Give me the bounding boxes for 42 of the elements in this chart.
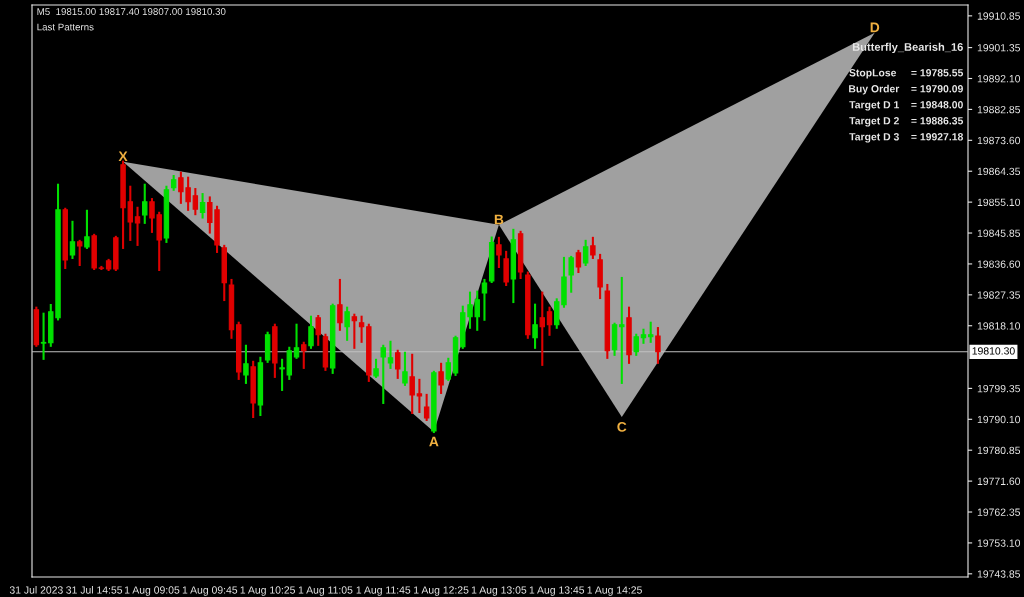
x-tick-label: 1 Aug 11:45	[356, 586, 411, 596]
data-label: C	[617, 421, 627, 432]
data-label: A	[429, 436, 439, 447]
x-tick-label: 31 Jul 14:55	[66, 586, 123, 594]
y-tick-label: 19873.60	[977, 136, 1021, 145]
data-label: D	[870, 22, 880, 33]
x-tick-label: 1 Aug 13:45	[529, 586, 585, 596]
x-tick-label: 1 Aug 11:05	[298, 586, 353, 596]
annotation: Buy Order = 19790.09	[849, 84, 963, 95]
annotation: StopLose = 19785.55	[849, 69, 964, 79]
y-tick-label: 19753.10	[977, 539, 1021, 547]
annotation: Target D 1 = 19848.00	[849, 101, 963, 111]
y-tick-label: 19818.10	[977, 322, 1021, 330]
y-tick-label: 19743.85	[977, 570, 1021, 578]
y-tick-label: 19799.35	[977, 384, 1021, 393]
x-tick-label: 1 Aug 14:25	[587, 586, 642, 596]
data-label: X	[118, 151, 128, 162]
y-tick-label: 19827.35	[977, 291, 1021, 299]
data-label: B	[494, 214, 504, 225]
y-tick-label: 19901.35	[977, 44, 1021, 52]
x-tick-label: 31 Jul 2023	[9, 586, 63, 594]
y-tick-label: 19836.60	[977, 260, 1021, 268]
x-tick-label: 1 Aug 13:05	[471, 586, 527, 596]
y-tick-label: 19771.60	[977, 477, 1021, 485]
text: Last Patterns	[37, 23, 94, 31]
y-tick-label: 19855.10	[977, 198, 1021, 206]
x-tick-label: 1 Aug 10:25	[240, 586, 295, 596]
y-tick-label: 19892.10	[977, 75, 1021, 83]
chart-title: M5 19815.00 19817.40 19807.00 19810.30	[37, 8, 226, 15]
y-tick-label: 19845.85	[977, 229, 1021, 237]
y-tick-label: 19762.35	[977, 508, 1021, 516]
y-tick-label: 19910.85	[977, 12, 1021, 20]
y-tick-label: 19864.35	[977, 167, 1021, 176]
y-tick-label: 19790.10	[977, 415, 1021, 424]
ref-line-label: 19810.30	[972, 347, 1015, 355]
x-tick-label: 1 Aug 09:05	[124, 586, 180, 596]
annotation: Target D 3 = 19927.18	[849, 133, 964, 143]
x-tick-label: 1 Aug 12:25	[414, 586, 469, 596]
y-tick-label: 19882.85	[977, 105, 1021, 114]
y-tick-label: 19780.85	[977, 446, 1021, 455]
annotation: Target D 2 = 19886.35	[849, 117, 964, 127]
x-tick-label: 1 Aug 09:45	[182, 586, 238, 596]
